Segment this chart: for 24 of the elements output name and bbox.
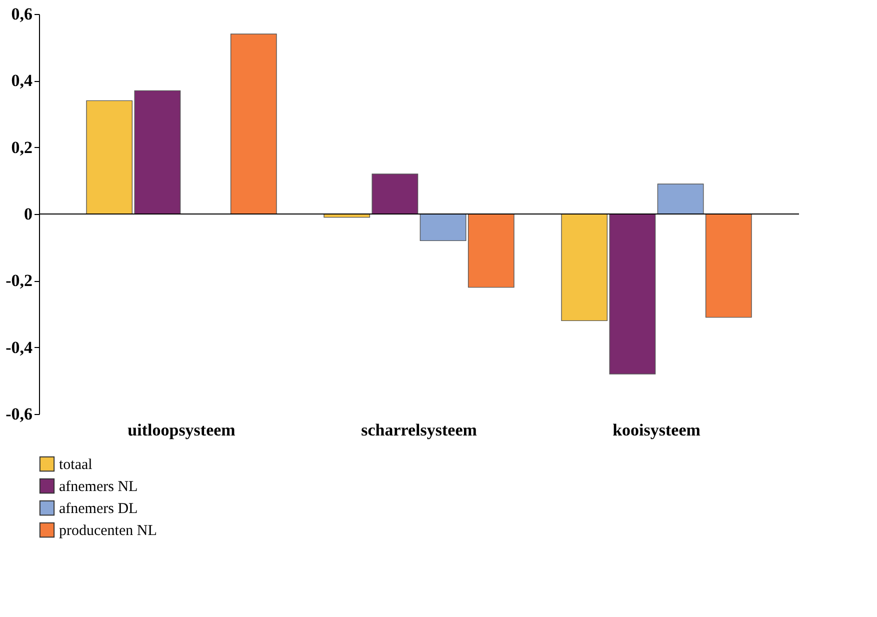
- x-tick-label: uitloopsysteem: [128, 420, 236, 440]
- y-tick-label: 0,4: [11, 71, 33, 90]
- bar: [561, 214, 608, 322]
- x-tick-label: scharrelsysteem: [361, 420, 477, 440]
- y-tick-label: 0,6: [11, 4, 32, 24]
- legend-label: producenten NL: [59, 523, 157, 539]
- bar: [372, 174, 418, 214]
- bar: [86, 100, 133, 214]
- bar: [657, 184, 704, 214]
- y-tick-label: 0,2: [11, 138, 32, 157]
- bar: [468, 214, 514, 288]
- x-tick-label: kooisysteem: [612, 420, 700, 440]
- legend-label: afnemers DL: [59, 501, 138, 517]
- legend-label: afnemers NL: [59, 479, 138, 495]
- y-tick-label: -0,4: [6, 338, 33, 357]
- y-tick-label: 0: [24, 204, 32, 224]
- y-tick-label: -0,2: [6, 271, 32, 290]
- y-tick-label: -0,6: [6, 404, 32, 424]
- bar: [609, 214, 656, 374]
- legend-label: totaal: [59, 457, 92, 473]
- bar: [230, 34, 277, 214]
- bar: [420, 214, 466, 242]
- bar: [134, 90, 181, 214]
- bar: [705, 214, 752, 318]
